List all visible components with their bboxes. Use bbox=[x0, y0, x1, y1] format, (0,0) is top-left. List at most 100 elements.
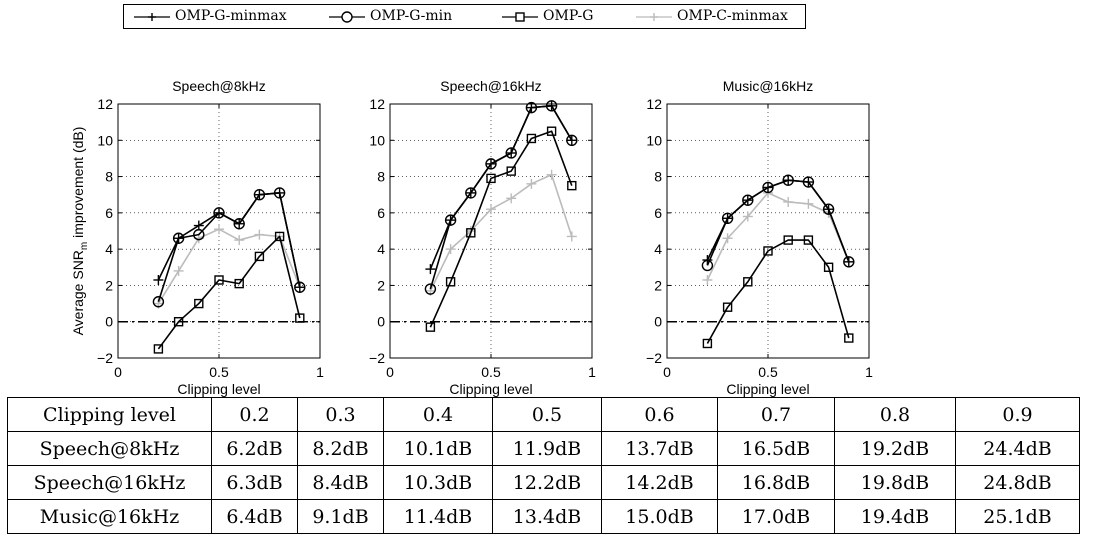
series-line bbox=[429, 105, 573, 290]
table-cell: 25.1dB bbox=[955, 499, 1080, 534]
x-tick-label: 1 bbox=[588, 364, 596, 380]
data-point bbox=[843, 256, 854, 267]
table-cell: 9.1dB bbox=[297, 499, 384, 534]
data-point bbox=[153, 344, 164, 354]
chart-title: Music@16kHz bbox=[723, 78, 813, 94]
table-cell: 0.9 bbox=[955, 397, 1080, 432]
y-tick-label: 10 bbox=[97, 132, 113, 148]
legend-marker-plus bbox=[134, 13, 170, 21]
data-point bbox=[445, 277, 456, 287]
data-point bbox=[763, 182, 773, 193]
y-tick-label: −2 bbox=[97, 350, 113, 366]
y-tick-label: 8 bbox=[105, 169, 113, 185]
data-point bbox=[425, 322, 436, 332]
legend-marker-plus-gray bbox=[636, 13, 672, 21]
data-point bbox=[173, 317, 184, 327]
chart-title: Speech@8kHz bbox=[172, 78, 266, 94]
y-axis-label: Average SNRm improvement (dB) bbox=[70, 127, 90, 336]
data-point bbox=[702, 255, 713, 266]
data-point bbox=[803, 177, 814, 188]
table-row-label: Speech@16kHz bbox=[7, 465, 212, 500]
series-line bbox=[429, 173, 573, 292]
y-tick-label: 4 bbox=[377, 241, 385, 257]
legend-label: OMP-G-minmax bbox=[175, 8, 287, 24]
table-cell: 19.2dB bbox=[834, 431, 956, 466]
y-tick-label: 4 bbox=[654, 241, 662, 257]
y-tick-label: 0 bbox=[654, 314, 662, 330]
x-axis-label: Clipping level bbox=[449, 381, 532, 397]
table-header-row: Clipping level 0.2 0.3 0.4 0.5 0.6 0.7 0.8 0.9 bbox=[7, 397, 1080, 432]
table-cell: 6.2dB bbox=[211, 431, 298, 466]
data-point bbox=[425, 264, 436, 275]
series-line bbox=[706, 239, 850, 344]
series-omp-g-minmax bbox=[425, 100, 577, 275]
data-point bbox=[526, 102, 537, 113]
table-cell: 0.7 bbox=[717, 397, 835, 432]
data-point bbox=[214, 224, 224, 235]
y-tick-label: 6 bbox=[105, 205, 113, 221]
data-point bbox=[567, 180, 577, 191]
series-omp-g bbox=[702, 235, 854, 349]
series-omp-g bbox=[425, 126, 577, 332]
y-tick-label: −2 bbox=[369, 350, 385, 366]
series-omp-c-minmax bbox=[702, 187, 854, 285]
data-point bbox=[823, 204, 834, 215]
x-tick-label: 1 bbox=[316, 364, 324, 380]
table-cell: 0.5 bbox=[492, 397, 602, 432]
chart-title: Speech@16kHz bbox=[440, 78, 541, 94]
data-point bbox=[193, 220, 204, 231]
data-point bbox=[742, 195, 753, 206]
data-point bbox=[274, 187, 285, 198]
data-point bbox=[214, 275, 224, 285]
table-cell: 16.8dB bbox=[717, 465, 835, 500]
y-tick-label: 6 bbox=[377, 205, 385, 221]
data-point bbox=[743, 277, 753, 287]
y-tick-label: 12 bbox=[97, 96, 113, 112]
data-point bbox=[152, 296, 165, 308]
data-point bbox=[173, 233, 184, 244]
data-point bbox=[194, 298, 204, 309]
y-tick-label: 2 bbox=[654, 277, 662, 293]
series-omp-c-minmax bbox=[425, 169, 577, 296]
y-tick-label: 10 bbox=[369, 132, 385, 148]
data-point bbox=[566, 231, 577, 242]
data-point bbox=[783, 175, 794, 186]
data-point bbox=[424, 283, 437, 295]
table-cell: 13.7dB bbox=[601, 431, 718, 466]
data-point bbox=[214, 207, 224, 218]
table-cell: 14.2dB bbox=[601, 465, 718, 500]
table-cell: 19.8dB bbox=[834, 465, 956, 500]
data-point bbox=[445, 244, 456, 255]
y-tick-label: 8 bbox=[377, 169, 385, 185]
table-row: Music@16kHz 6.4dB 9.1dB 11.4dB 13.4dB 15.0dB 1… bbox=[7, 499, 1080, 534]
y-tick-label: −2 bbox=[646, 350, 662, 366]
x-axis-label: Clipping level bbox=[726, 381, 809, 397]
table-row-label: Clipping level bbox=[7, 397, 212, 432]
series-line bbox=[157, 235, 301, 350]
data-point bbox=[486, 204, 496, 215]
axes-frame bbox=[389, 103, 593, 359]
data-point bbox=[234, 278, 244, 289]
data-point bbox=[234, 235, 245, 246]
legend-label: OMP-G bbox=[543, 8, 594, 24]
data-point bbox=[763, 246, 773, 256]
series-omp-g-minmax bbox=[702, 175, 854, 267]
data-point bbox=[702, 274, 713, 285]
data-point bbox=[803, 235, 814, 245]
table-cell: 19.4dB bbox=[834, 499, 956, 534]
table-cell: 8.4dB bbox=[297, 465, 384, 500]
data-point bbox=[722, 233, 733, 244]
x-tick-label: 0.5 bbox=[481, 364, 501, 380]
chart-legend: OMP-G-minmax OMP-G-min OMP-G OMP-C-minma… bbox=[123, 4, 806, 29]
data-point bbox=[506, 193, 517, 204]
table-row: Speech@16kHz 6.3dB 8.4dB 10.3dB 12.2dB 14.2dB… bbox=[7, 465, 1080, 500]
y-tick-label: 2 bbox=[377, 277, 385, 293]
data-point bbox=[526, 178, 537, 189]
table-cell: 16.5dB bbox=[717, 431, 835, 466]
data-point bbox=[742, 211, 753, 222]
series-line bbox=[429, 105, 573, 270]
